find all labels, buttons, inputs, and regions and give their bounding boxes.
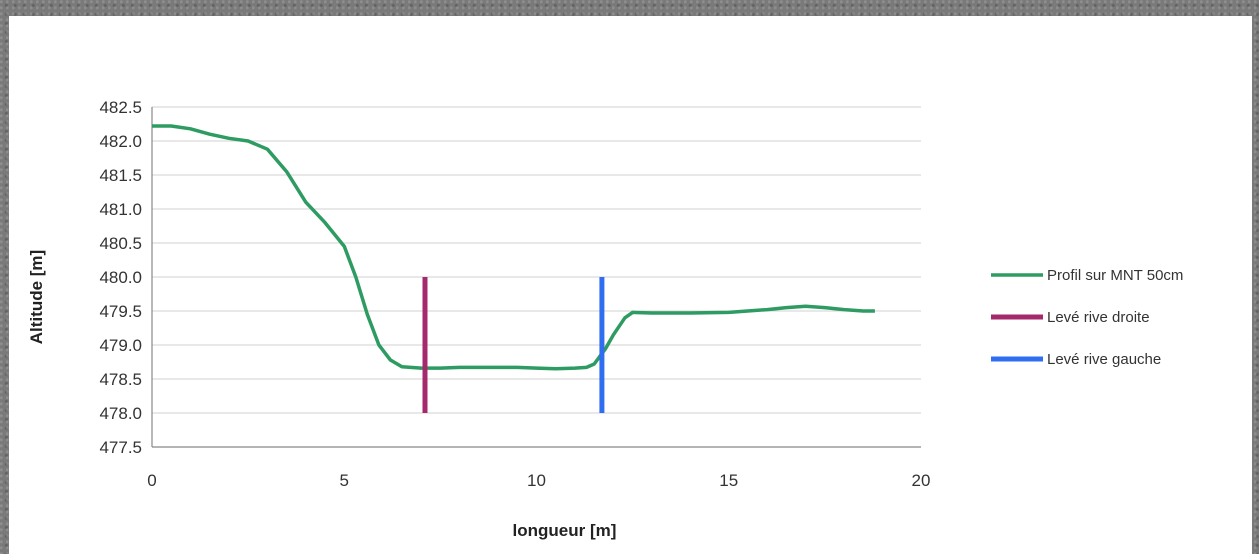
legend-label: Levé rive gauche	[1047, 351, 1161, 368]
series-group	[152, 124, 875, 413]
y-tick-label: 482.0	[99, 132, 142, 151]
x-axis-title: longueur [m]	[513, 521, 617, 540]
y-tick-label: 479.5	[99, 302, 142, 321]
y-tick-label: 480.0	[99, 268, 142, 287]
y-axis-title: Altitude [m]	[27, 250, 46, 344]
y-tick-label: 480.5	[99, 234, 142, 253]
legend: Profil sur MNT 50cm Levé rive droite Levé …	[991, 267, 1183, 368]
y-tick-label: 481.0	[99, 200, 142, 219]
x-tick-labels: 0 5 10 15 20	[147, 471, 930, 490]
legend-item-leve-rive-gauche: Levé rive gauche	[991, 351, 1161, 368]
x-tick-label: 20	[912, 471, 931, 490]
y-tick-label: 479.0	[99, 336, 142, 355]
y-tick-label: 478.0	[99, 404, 142, 423]
legend-label: Profil sur MNT 50cm	[1047, 267, 1183, 284]
series-line-profil-mnt	[152, 124, 875, 371]
profile-chart: 477.5 478.0 478.5 479.0 479.5 480.0 480.5 481.0…	[27, 98, 1183, 540]
gridlines	[152, 106, 921, 414]
y-tick-labels: 477.5 478.0 478.5 479.0 479.5 480.0 480.5 481.0…	[99, 98, 142, 457]
chart-frame: 477.5 478.0 478.5 479.0 479.5 480.0 480.5 481.0…	[9, 16, 1252, 554]
y-tick-label: 477.5	[99, 438, 142, 457]
x-tick-label: 5	[340, 471, 349, 490]
y-tick-label: 481.5	[99, 166, 142, 185]
y-tick-label: 478.5	[99, 370, 142, 389]
x-tick-label: 10	[527, 471, 546, 490]
legend-item-leve-rive-droite: Levé rive droite	[991, 309, 1150, 326]
legend-label: Levé rive droite	[1047, 309, 1150, 326]
x-tick-label: 15	[719, 471, 738, 490]
y-tick-label: 482.5	[99, 98, 142, 117]
x-tick-label: 0	[147, 471, 156, 490]
legend-item-profil-mnt: Profil sur MNT 50cm	[991, 267, 1183, 284]
